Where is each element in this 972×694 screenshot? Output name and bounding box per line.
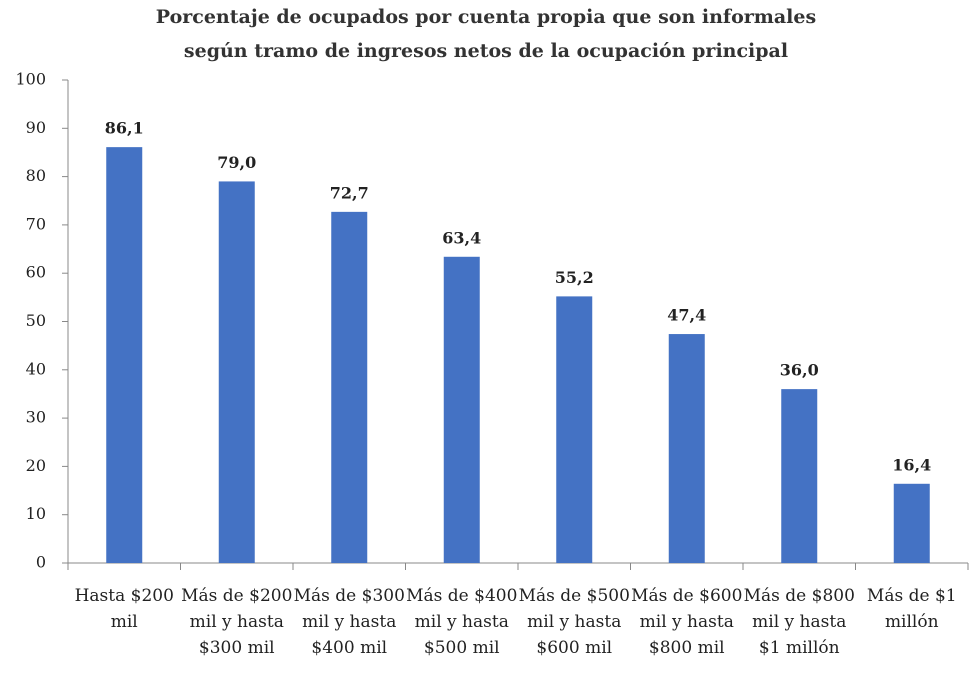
value-label: 47,4 (667, 306, 706, 325)
x-tick-label: Más de $800 mil y hasta $1 millón (743, 586, 855, 658)
value-label: 86,1 (105, 119, 144, 138)
bar (106, 147, 143, 563)
bar (443, 256, 480, 563)
y-tick-label: 50 (26, 311, 46, 330)
value-label: 16,4 (892, 455, 931, 474)
value-label: 36,0 (780, 361, 819, 380)
value-label: 55,2 (555, 268, 594, 287)
y-tick-label: 10 (26, 504, 46, 523)
chart-subtitle: según tramo de ingresos netos de la ocup… (183, 40, 789, 62)
bar (781, 389, 818, 563)
x-tick-label: Más de $1 millón (866, 586, 957, 632)
value-label: 63,4 (442, 228, 481, 247)
y-tick-label: 60 (26, 263, 46, 282)
x-tick-label: Más de $200 mil y hasta $300 mil (181, 586, 293, 658)
x-tick-label: Más de $600 mil y hasta $800 mil (631, 586, 743, 658)
x-tick-label: Hasta $200 mil (74, 586, 174, 632)
y-tick-label: 100 (15, 70, 46, 89)
x-tick-label: Más de $400 mil y hasta $500 mil (406, 586, 518, 658)
bar (556, 296, 593, 563)
bar (893, 483, 930, 563)
y-tick-label: 20 (26, 456, 46, 475)
chart-title: Porcentaje de ocupados por cuenta propia… (155, 6, 817, 28)
y-tick-label: 0 (36, 553, 46, 572)
value-label: 72,7 (330, 183, 369, 202)
y-tick-label: 40 (26, 359, 46, 378)
y-tick-label: 80 (26, 166, 46, 185)
x-tick-label: Más de $300 mil y hasta $400 mil (293, 586, 405, 658)
bar (668, 334, 705, 563)
bar (331, 211, 368, 563)
y-tick-label: 30 (26, 408, 46, 427)
bar (218, 181, 255, 563)
x-tick-label: Más de $500 mil y hasta $600 mil (518, 586, 630, 658)
value-label: 79,0 (217, 153, 256, 172)
y-tick-label: 90 (26, 118, 46, 137)
y-tick-label: 70 (26, 214, 46, 233)
